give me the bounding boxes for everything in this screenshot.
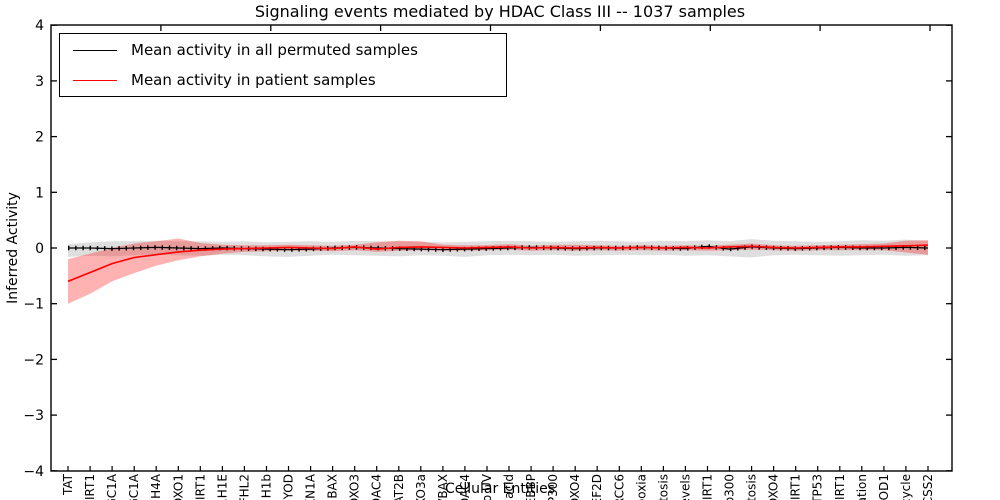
x-tick-label: SIRT1/PCAF/MYOD (282, 474, 296, 500)
legend-item-label: Mean activity in patient samples (131, 71, 376, 89)
patient-mean-line (67, 244, 929, 283)
x-tick-label: PPARGC1A (105, 473, 119, 500)
x-tick-label: MEF2D (590, 474, 604, 500)
x-tick-label: EP300 (546, 474, 560, 500)
x-tick-label: TP53 (811, 474, 825, 500)
x-tick-label: induction of apoptosis (656, 474, 670, 500)
x-tick-label: KU70/SIRT1/BAX (436, 474, 450, 500)
y-tick-label: −3 (23, 408, 44, 424)
x-tick-label: regulation of S phase of mitotic cell cy… (899, 474, 913, 500)
x-tick-label: CREBBP (524, 474, 538, 500)
x-tick-label: KU70/SIRT1 (701, 474, 715, 500)
y-tick-label: −2 (23, 352, 44, 368)
x-tick-label: response to hypoxia (634, 474, 648, 500)
y-tick-label: 4 (35, 18, 44, 34)
y-tick-label: 0 (35, 241, 44, 257)
x-tick-label: mol:Lysophosphatidic acid (502, 474, 516, 500)
x-tick-label: HDAC4 (370, 474, 384, 500)
legend-item: Mean activity in patient samples (73, 67, 506, 93)
x-tick-label: p53/SIRT1 (833, 474, 847, 500)
x-tick-label: FOXO1 (171, 474, 185, 500)
x-tick-label: SIRT1/Histone H1b (260, 474, 274, 500)
patient-band (68, 238, 928, 304)
x-tick-label: FHL2 (237, 474, 251, 500)
x-tick-label: KAT2B (392, 474, 406, 500)
x-tick-label: SIRT1/MEF2D/HDAC4 (458, 474, 472, 500)
x-tick-label: SIRT1 (789, 474, 803, 500)
x-tick-label: SIRT1/p300 (723, 474, 737, 500)
x-tick-labels: TAT HIV-1 Tat/SIRT1 PPARGC1A SIRT1/PGC1A HIS… (61, 473, 935, 500)
x-tick-label: ACSS2 (921, 474, 935, 500)
x-tick-label: response to nutrient levels (678, 474, 692, 500)
x-tick-label: response to UV (480, 473, 494, 500)
x-tick-label: HIV-1 Tat/SIRT1 (83, 474, 97, 500)
x-tick-label: SIRT1/FOXO3a (414, 474, 428, 500)
x-tick-label: muscle cell differentiation (855, 474, 869, 500)
legend-item: Mean activity in all permuted samples (73, 37, 506, 63)
chart-title: Signaling events mediated by HDAC Class … (254, 2, 746, 21)
x-tick-label: CDKN1A (304, 473, 318, 500)
x-tick-label: MYOD1 (877, 474, 891, 500)
y-tick-label: −4 (23, 464, 44, 480)
legend: Mean activity in all permuted samples Me… (59, 33, 507, 97)
x-tick-label: FOXO3 (348, 474, 362, 500)
x-axis-label: Cellular Entities (444, 481, 556, 497)
x-tick-label: XRCC6 (612, 474, 626, 500)
x-tick-label: HIST1H1E (215, 474, 229, 500)
x-tick-label: SIRT1/FOXO4 (767, 474, 781, 500)
x-tick-label: SIRT1/PGC1A (127, 473, 141, 500)
patient-line-swatch (73, 79, 117, 81)
x-tick-label: HIST2H4A (149, 473, 163, 500)
y-tick-label: 1 (35, 185, 44, 201)
x-tick-label: FOXO4 (568, 474, 582, 500)
top-axis-ticks (160, 25, 931, 31)
permuted-line-swatch (73, 49, 117, 51)
y-tick-label: 3 (35, 74, 44, 90)
x-tick-label: FOXO1/FHL2/SIRT1 (193, 474, 207, 500)
x-axis-ticks (67, 466, 929, 471)
y-tick-label: −1 (23, 297, 44, 313)
x-tick-label: apoptosis (745, 474, 759, 500)
y-axis-label: Inferred Activity (5, 192, 21, 304)
x-tick-label: TAT (61, 473, 75, 496)
y-axis-ticks: −4 −3 −2 −1 0 1 2 3 4 (23, 18, 952, 480)
x-tick-label: BAX (326, 474, 340, 499)
y-tick-label: 2 (35, 130, 44, 146)
legend-item-label: Mean activity in all permuted samples (131, 41, 418, 59)
